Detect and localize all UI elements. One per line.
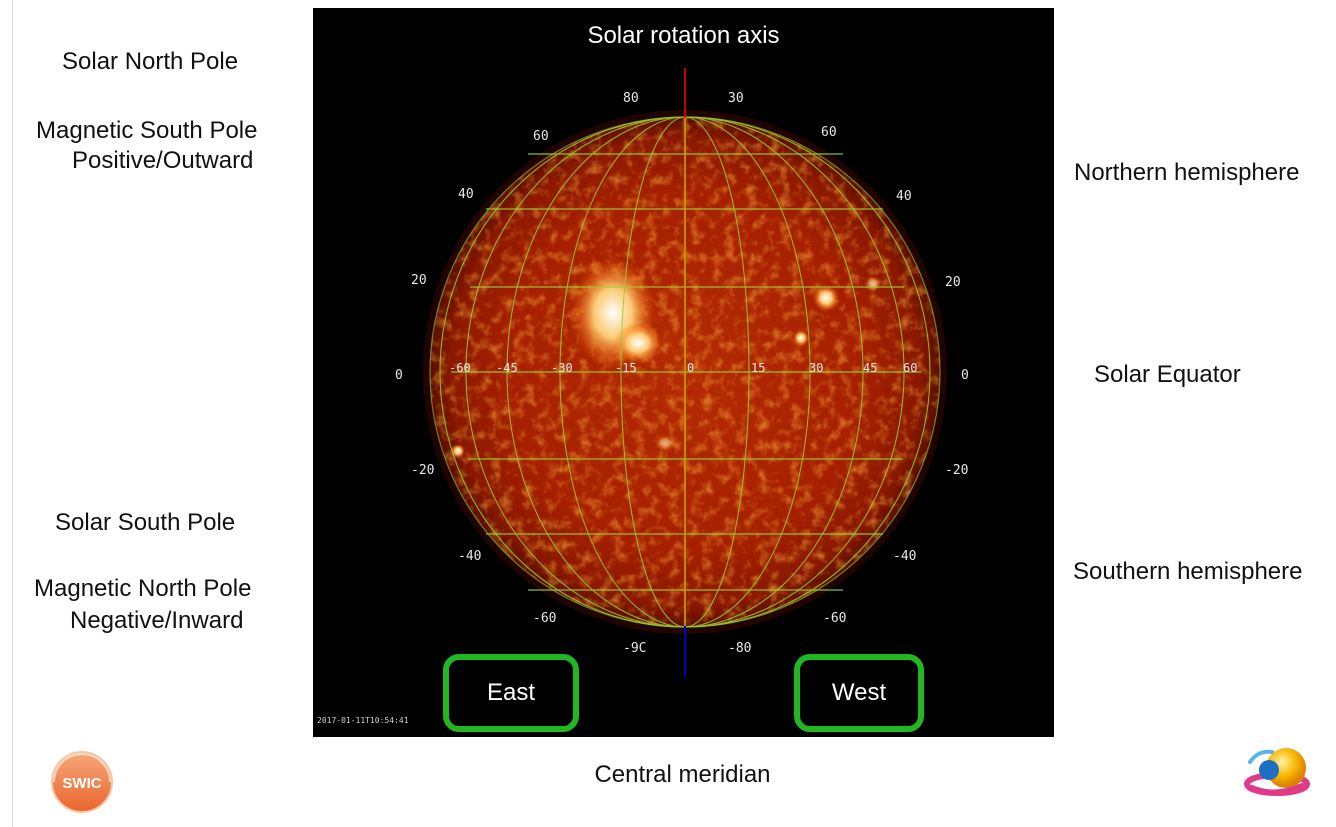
lat-label-n20-left: 20	[411, 273, 427, 288]
lon-label: -45	[496, 361, 518, 375]
lon-label: 15	[751, 361, 765, 375]
lat-label-s20-right: -20	[945, 463, 968, 478]
magnetic-north-pole-label: Magnetic North Pole	[34, 575, 252, 602]
magnetic-south-pole-label: Magnetic South Pole	[36, 117, 258, 144]
west-label-box: West	[794, 654, 924, 732]
lat-label-n20-right: 20	[945, 275, 961, 290]
agency-logo	[1244, 740, 1314, 806]
west-label: West	[831, 679, 887, 706]
lon-label: 60	[903, 361, 917, 375]
lon-label: 30	[809, 361, 823, 375]
lat-label-s20-left: -20	[411, 463, 434, 478]
solar-equator-label: Solar Equator	[1094, 361, 1241, 388]
lat-label-top-right: 30	[728, 91, 744, 106]
lon-label: 0	[687, 361, 694, 375]
east-label: East	[486, 679, 536, 706]
lon-label: 45	[863, 361, 877, 375]
lat-label-n40-right: 40	[896, 189, 912, 204]
bright-point-west	[793, 330, 809, 346]
left-divider	[12, 0, 13, 827]
lat-label-top-left: 80	[623, 91, 639, 106]
lat-label-s60-right: -60	[823, 611, 846, 626]
swic-logo-icon: SWIC	[51, 751, 113, 813]
image-timestamp: 2017-01-11T10:54:41	[317, 716, 409, 725]
central-meridian-label: Central meridian	[594, 761, 771, 788]
planet-orbit-logo-icon	[1244, 748, 1310, 796]
lat-label-s40-left: -40	[458, 549, 481, 564]
negative-inward-label: Negative/Inward	[70, 607, 244, 634]
lat-label-n40-left: 40	[458, 187, 474, 202]
solar-image-panel: 80 30 60 60 40 40 20 20 0 0 -20 -20 -40 …	[313, 8, 1054, 737]
lon-label: -30	[551, 361, 573, 375]
positive-outward-label: Positive/Outward	[72, 147, 254, 174]
bright-point-east-limb	[451, 444, 465, 458]
solar-rotation-axis-title: Solar rotation axis	[587, 22, 780, 49]
lat-label-bottom-right: -80	[728, 641, 751, 656]
bright-point-center	[655, 435, 675, 451]
lat-label-s40-right: -40	[893, 549, 916, 564]
lon-label: -60	[449, 361, 471, 375]
northern-hemisphere-label: Northern hemisphere	[1074, 159, 1300, 186]
solar-north-pole-label: Solar North Pole	[62, 48, 239, 75]
lat-label-s60-left: -60	[533, 611, 556, 626]
sun-disk-graphic: 80 30 60 60 40 40 20 20 0 0 -20 -20 -40 …	[395, 68, 969, 676]
active-region-secondary	[614, 323, 662, 363]
solar-south-pole-label: Solar South Pole	[55, 509, 236, 536]
lat-label-eq-left: 0	[395, 368, 403, 383]
lat-label-eq-right: 0	[961, 368, 969, 383]
lat-label-n60-left: 60	[533, 129, 549, 144]
swic-logo: SWIC	[44, 748, 120, 814]
southern-hemisphere-label: Southern hemisphere	[1073, 558, 1303, 585]
lat-label-bottom-left: -9C	[623, 641, 646, 656]
active-region-west	[813, 285, 839, 311]
swic-logo-text: SWIC	[62, 775, 101, 792]
east-label-box: East	[443, 654, 579, 732]
lon-label: -15	[615, 361, 637, 375]
bright-point-northwest	[865, 276, 881, 292]
lat-label-n60-right: 60	[821, 125, 837, 140]
